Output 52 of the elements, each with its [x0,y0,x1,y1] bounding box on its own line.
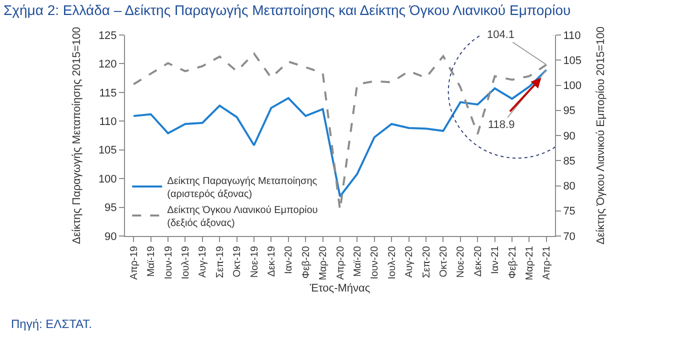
y2-tick-label: 70 [563,230,576,243]
y-tick-label: 120 [98,58,117,71]
data-label: 104.1 [487,29,515,41]
y-tick-label: 110 [99,116,117,128]
x-tick-label: Ιουλ-19 [180,246,192,280]
x-tick-label: Σεπ-20 [421,246,432,278]
chart-title: Σχήμα 2: Ελλάδα – Δείκτης Παραγωγής Μεταποίησης και Δείκτης Όγκου Λιανικού Εμπορίου [4,2,571,18]
x-tick-label: Απρ-20 [335,246,346,280]
x-tick-label: Αυγ-19 [198,246,209,278]
data-label: 118.9 [488,119,515,131]
x-tick-label: Μαϊ-19 [146,246,158,277]
x-tick-label: Μαρ-20 [318,246,330,280]
x-tick-label: Ιουν-20 [370,246,381,280]
y2-tick-label: 105 [563,54,582,67]
x-tick-label: Ιαν-21 [490,246,502,274]
y-tick-label: 100 [98,173,117,186]
legend-label: Δείκτης Όγκου Λιανικού Εμπορίου (δεξιός άξονας) [167,204,318,229]
y-tick-label: 125 [98,30,117,42]
x-tick-label: Σεπ-19 [214,246,226,278]
y2-tick-label: 90 [563,130,576,142]
y-tick-label: 95 [104,202,117,214]
y2-tick-label: 95 [563,105,576,118]
x-tick-label: Ιουλ-20 [386,246,398,280]
x-tick-label: Φεβ-20 [300,246,312,279]
y2-tick-label: 110 [563,30,581,42]
y-tick-label: 90 [104,230,117,243]
x-tick-label: Φεβ-21 [507,246,518,279]
x-tick-label: Οκτ-20 [438,246,450,278]
y2-tick-label: 75 [563,206,576,218]
y2-tick-label: 85 [563,155,576,168]
x-tick-label: Μαϊ-20 [352,246,364,277]
y-axis-title: Δείκτης Παραγωγής Μεταποίησης 2015=100 [71,26,84,244]
x-tick-label: Οκτ-19 [232,246,244,278]
legend-label: Δείκτης Παραγωγής Μεταποίησης (αριστερός άξονας) [167,176,318,200]
x-tick-label: Ιουν-19 [163,246,174,280]
x-tick-label: Δεκ-19 [266,246,278,277]
x-tick-label: Ιαν-20 [284,246,295,274]
x-tick-label: Δεκ-20 [472,246,484,277]
text: Πηγή: ΕΛΣΤΑΤ. [11,317,92,331]
x-tick-label: Νοε-19 [249,246,260,278]
y2-tick-label: 80 [563,180,576,193]
x-tick-label: Απρ-21 [542,246,553,280]
y2-tick-label: 100 [563,80,582,92]
y2-axis-title: Δείκτης Όγκου Λιανικού Εμπορίου 2015=100 [594,26,607,244]
x-tick-label: Νοε-20 [456,246,467,278]
x-tick-label: Απρ-19 [128,246,140,280]
line-series [132,69,548,198]
x-tick-label: Αυγ-20 [404,246,416,278]
y-tick-label: 115 [99,87,117,100]
x-axis-title: Έτος-Μήνας [308,282,370,294]
x-tick-label: Μαρ-21 [524,246,536,280]
y-tick-label: 105 [98,144,117,157]
